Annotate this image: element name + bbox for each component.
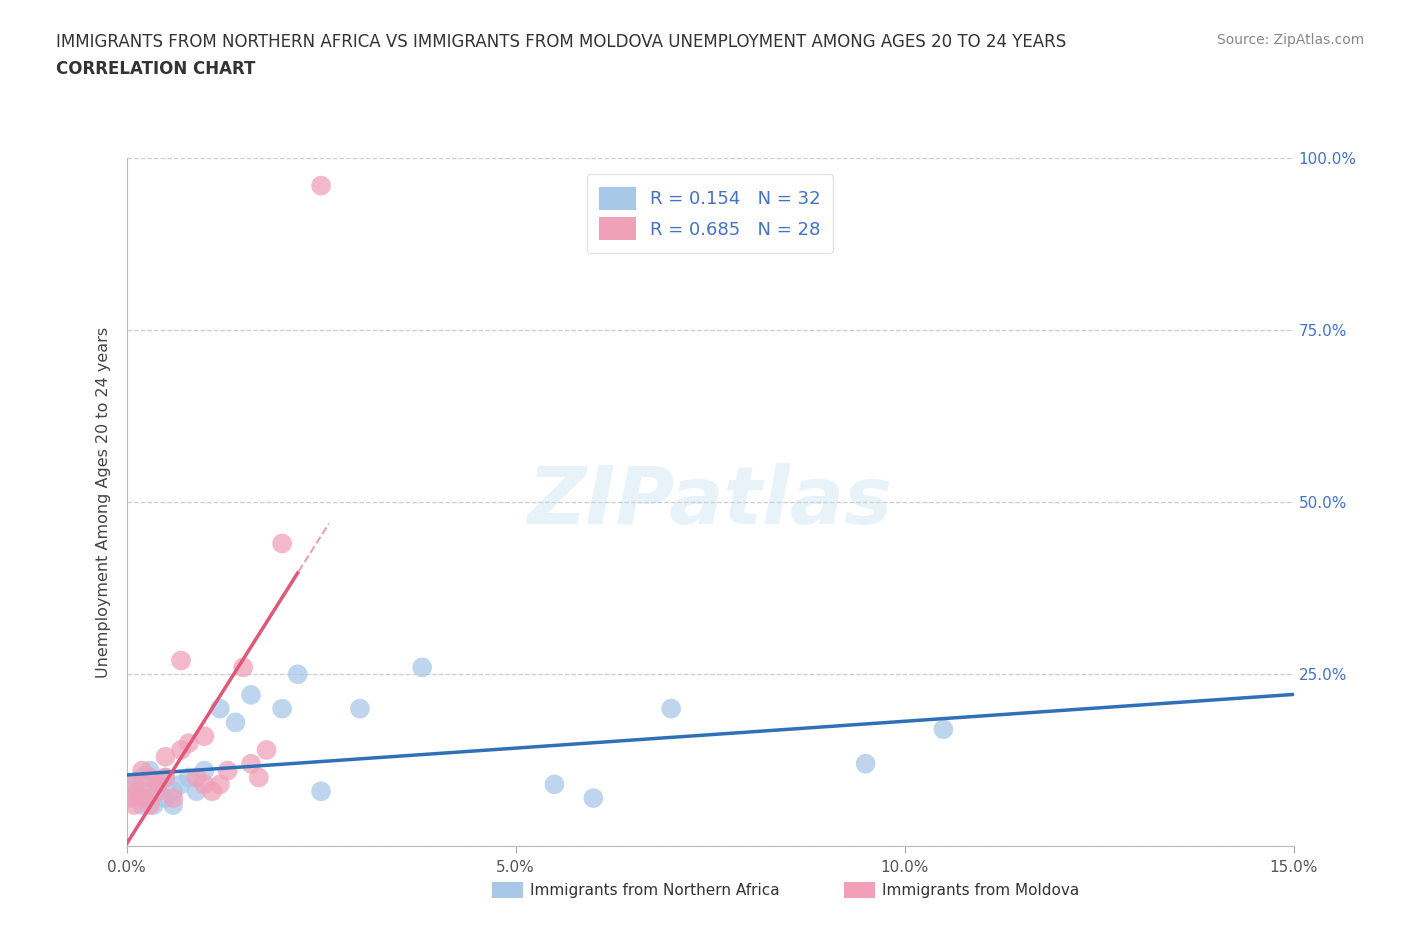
Text: Immigrants from Moldova: Immigrants from Moldova: [882, 883, 1078, 897]
Text: Immigrants from Northern Africa: Immigrants from Northern Africa: [530, 883, 780, 897]
Point: [135, 784, 157, 799]
Point: [170, 742, 193, 757]
Point: [186, 784, 208, 799]
Point: [201, 784, 224, 799]
Point: [309, 784, 332, 799]
Point: [193, 729, 215, 744]
Point: [177, 770, 200, 785]
Text: CORRELATION CHART: CORRELATION CHART: [56, 60, 256, 78]
Point: [271, 701, 294, 716]
Legend: R = 0.154   N = 32, R = 0.685   N = 28: R = 0.154 N = 32, R = 0.685 N = 28: [586, 174, 834, 253]
Point: [124, 777, 146, 791]
Point: [131, 798, 153, 813]
Point: [193, 777, 215, 791]
Point: [271, 536, 294, 551]
Point: [124, 798, 146, 813]
Point: [155, 770, 177, 785]
Text: IMMIGRANTS FROM NORTHERN AFRICA VS IMMIGRANTS FROM MOLDOVA UNEMPLOYMENT AMONG AG: IMMIGRANTS FROM NORTHERN AFRICA VS IMMIG…: [56, 33, 1067, 50]
Point: [240, 687, 263, 702]
Point: [155, 750, 177, 764]
Point: [208, 777, 231, 791]
Point: [659, 701, 682, 716]
Point: [139, 770, 162, 785]
Point: [208, 701, 231, 716]
Point: [855, 756, 877, 771]
Point: [146, 777, 169, 791]
Point: [146, 784, 169, 799]
Text: Source: ZipAtlas.com: Source: ZipAtlas.com: [1216, 33, 1364, 46]
Point: [170, 777, 193, 791]
Bar: [844, 882, 875, 898]
Point: [127, 784, 149, 799]
Bar: [492, 882, 523, 898]
Point: [162, 790, 184, 805]
Text: ZIPatlas: ZIPatlas: [527, 463, 893, 541]
Point: [124, 790, 146, 805]
Point: [139, 764, 162, 778]
Point: [217, 764, 239, 778]
Point: [142, 798, 165, 813]
Point: [309, 179, 332, 193]
Point: [131, 770, 153, 785]
Point: [411, 660, 433, 675]
Point: [131, 790, 153, 805]
Point: [349, 701, 371, 716]
Point: [121, 777, 143, 791]
Point: [155, 770, 177, 785]
Point: [224, 715, 246, 730]
Point: [256, 742, 278, 757]
Point: [193, 764, 215, 778]
Point: [139, 790, 162, 805]
Point: [146, 777, 169, 791]
Point: [247, 770, 270, 785]
Point: [932, 722, 955, 737]
Point: [186, 770, 208, 785]
Point: [240, 756, 263, 771]
Point: [162, 784, 184, 799]
Point: [177, 736, 200, 751]
Point: [155, 790, 177, 805]
Point: [127, 784, 149, 799]
Point: [170, 653, 193, 668]
Y-axis label: Unemployment Among Ages 20 to 24 years: Unemployment Among Ages 20 to 24 years: [96, 326, 111, 678]
Point: [287, 667, 309, 682]
Point: [146, 784, 169, 799]
Point: [120, 790, 142, 805]
Point: [232, 660, 254, 675]
Point: [162, 798, 184, 813]
Point: [582, 790, 605, 805]
Point: [543, 777, 565, 791]
Point: [139, 798, 162, 813]
Point: [131, 764, 153, 778]
